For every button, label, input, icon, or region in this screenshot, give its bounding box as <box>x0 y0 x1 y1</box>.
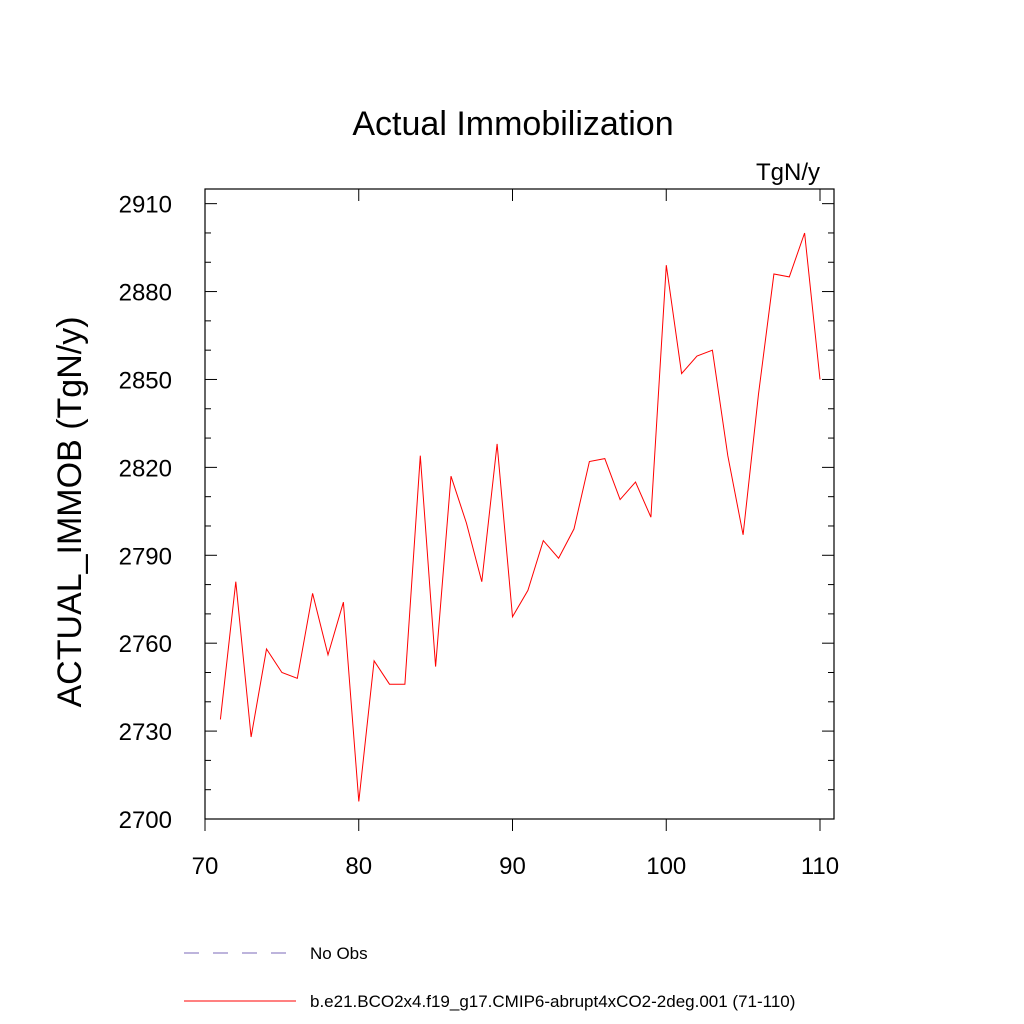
data-point <box>573 528 574 529</box>
chart-title: Actual Immobilization <box>352 105 673 143</box>
legend-label-model: b.e21.BCO2x4.f19_g17.CMIP6-abrupt4xCO2-2… <box>310 992 795 1011</box>
data-point <box>404 684 405 685</box>
data-point <box>497 443 498 444</box>
y-tick-label: 2790 <box>119 543 172 570</box>
y-tick-label: 2820 <box>119 455 172 482</box>
x-tick-label: 80 <box>345 853 372 880</box>
data-point <box>312 593 313 594</box>
data-point <box>804 232 805 233</box>
x-tick-label: 100 <box>646 853 686 880</box>
x-tick-label: 110 <box>801 853 839 880</box>
y-tick-label: 2760 <box>119 631 172 658</box>
data-point <box>389 684 390 685</box>
data-point <box>743 534 744 535</box>
data-point <box>666 265 667 266</box>
data-point <box>374 660 375 661</box>
data-point <box>235 581 236 582</box>
data-point <box>450 476 451 477</box>
y-axis-label: ACTUAL_IMMOB (TgN/y) <box>51 316 89 707</box>
data-point <box>420 455 421 456</box>
data-point <box>343 602 344 603</box>
data-point <box>327 654 328 655</box>
units-label: TgN/y <box>756 159 820 186</box>
legend-label-no-obs: No Obs <box>310 944 368 963</box>
data-point <box>650 517 651 518</box>
data-point <box>819 379 820 380</box>
data-point <box>681 373 682 374</box>
data-point <box>358 801 359 802</box>
y-tick-label: 2880 <box>119 280 172 307</box>
data-point <box>281 672 282 673</box>
data-point <box>696 355 697 356</box>
data-point <box>543 540 544 541</box>
y-tick-label: 2850 <box>119 367 172 394</box>
data-point <box>481 581 482 582</box>
y-tick-label: 2700 <box>119 807 172 834</box>
data-point <box>266 648 267 649</box>
x-tick-label: 70 <box>192 853 219 880</box>
data-point <box>773 273 774 274</box>
series-line <box>219 232 821 802</box>
data-point <box>789 276 790 277</box>
data-point <box>297 678 298 679</box>
data-point <box>466 522 467 523</box>
data-point <box>220 719 221 720</box>
series-layer <box>219 232 821 802</box>
data-point <box>712 350 713 351</box>
data-point <box>435 666 436 667</box>
y-tick-label: 2730 <box>119 719 172 746</box>
plot-frame <box>204 188 835 820</box>
data-point <box>620 499 621 500</box>
x-tick-label: 90 <box>499 853 526 880</box>
axis-ticks: 2700 2730 2760 2790 2820 2850 2880 2910 70 80 90 10… <box>119 189 839 880</box>
y-tick-label: 2910 <box>119 192 172 219</box>
data-point <box>251 736 252 737</box>
data-point <box>512 616 513 617</box>
data-point <box>635 481 636 482</box>
data-point <box>604 458 605 459</box>
data-point <box>589 461 590 462</box>
data-point <box>727 455 728 456</box>
data-point <box>558 558 559 559</box>
data-point <box>527 590 528 591</box>
data-point <box>758 394 759 395</box>
